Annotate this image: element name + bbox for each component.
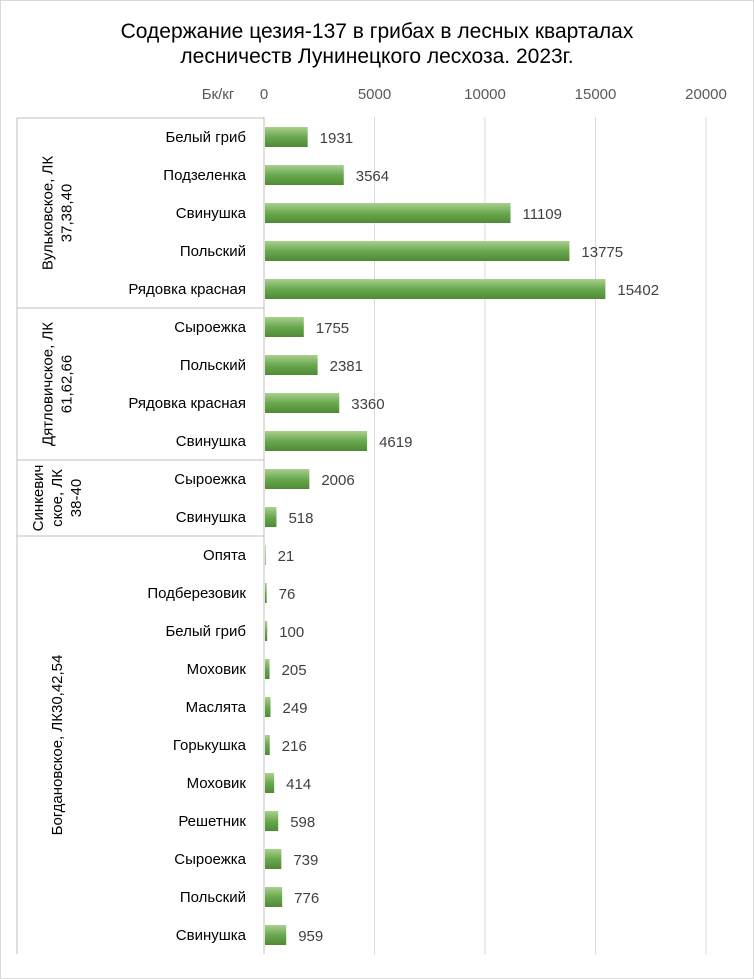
category-label: Подберезовик	[147, 585, 246, 602]
data-label: 11109	[523, 206, 563, 223]
bar	[265, 545, 266, 565]
bar	[265, 507, 277, 527]
bar	[265, 317, 304, 337]
category-label: Рядовка красная	[128, 281, 246, 298]
category-label: Польский	[180, 889, 246, 906]
data-label: 1931	[320, 130, 353, 147]
category-label: Подзеленка	[163, 167, 246, 184]
group-label: Дятловичское, ЛК	[39, 322, 56, 446]
bar	[265, 203, 511, 223]
data-label: 776	[294, 890, 319, 907]
bar	[265, 659, 270, 679]
bar	[265, 735, 270, 755]
category-label: Свинушка	[176, 927, 247, 944]
bar	[265, 241, 570, 261]
data-label: 205	[282, 662, 307, 679]
data-label: 15402	[617, 282, 659, 299]
bar	[265, 849, 282, 869]
category-label: Рядовка красная	[128, 395, 246, 412]
data-label: 414	[286, 776, 311, 793]
category-label: Моховик	[187, 775, 247, 792]
data-label: 249	[283, 700, 308, 717]
category-label: Белый гриб	[165, 623, 246, 640]
category-label: Польский	[180, 243, 246, 260]
bar	[265, 469, 310, 489]
data-label: 3360	[351, 396, 384, 413]
group-label: Синкевич	[30, 465, 47, 532]
bar	[265, 773, 275, 793]
x-tick-label: 10000	[464, 86, 506, 103]
x-tick-label: 15000	[575, 86, 617, 103]
data-label: 598	[290, 814, 315, 831]
bar	[265, 165, 344, 185]
category-label: Горькушка	[173, 737, 247, 754]
bar	[265, 925, 287, 945]
x-tick-label: 0	[260, 86, 268, 103]
bar	[265, 621, 268, 641]
group-label: Богдановское, ЛК30,42,54	[49, 655, 66, 836]
category-label: Маслята	[186, 699, 247, 716]
category-label: Опята	[203, 547, 247, 564]
data-label: 1755	[316, 320, 349, 337]
data-label: 21	[278, 548, 295, 565]
category-label: Белый гриб	[165, 129, 246, 146]
group-label: Вульковское, ЛК	[39, 156, 56, 271]
chart-title-line: Содержание цезия-137 в грибах в лесных к…	[121, 20, 634, 43]
group-label: ское, ЛК	[49, 469, 66, 527]
bar	[265, 279, 606, 299]
bar	[265, 583, 267, 603]
category-label: Свинушка	[176, 509, 247, 526]
category-label: Сыроежка	[174, 851, 246, 868]
data-label: 739	[293, 852, 318, 869]
chart-title-line: лесничеств Лунинецкого лесхоза. 2023г.	[180, 45, 573, 68]
bar	[265, 431, 368, 451]
category-label: Свинушка	[176, 205, 247, 222]
category-label: Моховик	[187, 661, 247, 678]
data-label: 216	[282, 738, 307, 755]
data-label: 3564	[356, 168, 389, 185]
category-label: Сыроежка	[174, 471, 246, 488]
unit-label: Бк/кг	[202, 86, 235, 103]
data-label: 959	[298, 928, 323, 945]
x-tick-label: 20000	[685, 86, 727, 103]
data-label: 76	[279, 586, 296, 603]
category-label: Польский	[180, 357, 246, 374]
x-tick-label: 5000	[358, 86, 391, 103]
data-label: 100	[279, 624, 304, 641]
bar	[265, 393, 340, 413]
data-label: 4619	[379, 434, 412, 451]
bar	[265, 811, 279, 831]
category-label: Сыроежка	[174, 319, 246, 336]
bar	[265, 887, 283, 907]
bar	[265, 127, 308, 147]
group-label: 61,62,66	[58, 355, 75, 413]
data-label: 13775	[581, 244, 623, 261]
category-label: Решетник	[178, 813, 246, 830]
data-label: 518	[288, 510, 313, 527]
group-label: 37,38,40	[58, 184, 75, 242]
group-label: 38-40	[68, 479, 85, 517]
data-label: 2006	[321, 472, 354, 489]
category-label: Свинушка	[176, 433, 247, 450]
bar	[265, 355, 318, 375]
data-label: 2381	[330, 358, 363, 375]
bar	[265, 697, 271, 717]
